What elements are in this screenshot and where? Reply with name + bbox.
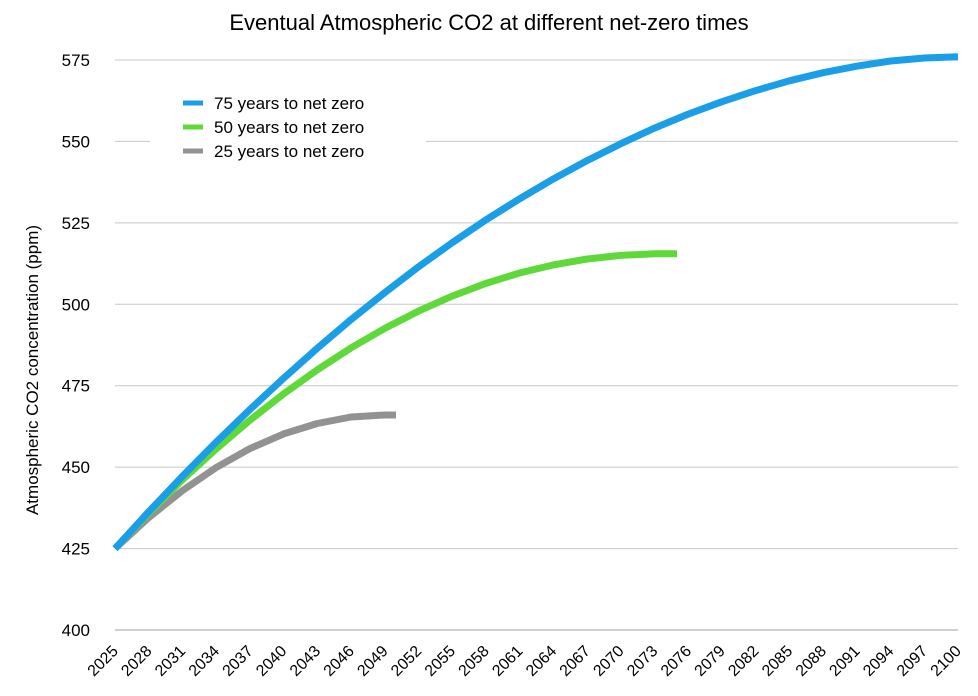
y-tick-label: 500	[62, 295, 90, 314]
y-tick-label: 450	[62, 458, 90, 477]
x-tick-label: 2046	[321, 643, 358, 680]
y-tick-label: 575	[62, 51, 90, 70]
y-tick-label: 550	[62, 132, 90, 151]
x-tick-label: 2031	[152, 643, 189, 680]
x-tick-label: 2028	[118, 643, 155, 680]
x-tick-label: 2049	[354, 643, 391, 680]
y-axis-label: Atmospheric CO2 concentration (ppm)	[23, 224, 42, 516]
x-tick-label: 2082	[725, 643, 762, 680]
x-tick-label: 2037	[220, 643, 257, 680]
x-tick-label: 2079	[692, 643, 729, 680]
y-tick-label: 400	[62, 621, 90, 640]
x-tick-label: 2097	[894, 643, 931, 680]
series-line-50-years	[112, 250, 677, 552]
x-tick-label: 2064	[523, 643, 560, 680]
x-tick-label: 2085	[759, 643, 796, 680]
x-tick-label: 2034	[186, 643, 223, 680]
chart-title: Eventual Atmospheric CO2 at different ne…	[229, 10, 749, 35]
series-line-75-years	[112, 53, 959, 551]
x-tick-label: 2076	[658, 643, 695, 680]
x-tick-label: 2070	[590, 643, 627, 680]
x-tick-label: 2088	[793, 643, 830, 680]
x-tick-label: 2061	[489, 643, 526, 680]
y-tick-labels: 400 425 450 475 500 525 550 575	[62, 51, 90, 640]
x-tick-label: 2025	[85, 643, 122, 680]
x-tick-label: 2052	[388, 643, 425, 680]
series-line-25-years	[112, 411, 396, 552]
legend-label: 75 years to net zero	[214, 94, 364, 113]
legend: 75 years to net zero 50 years to net zero…	[150, 86, 426, 170]
y-tick-label: 525	[62, 214, 90, 233]
x-tick-label: 2043	[287, 643, 324, 680]
x-tick-label: 2055	[422, 643, 459, 680]
legend-label: 50 years to net zero	[214, 118, 364, 137]
y-tick-label: 425	[62, 540, 90, 559]
x-tick-label: 2094	[860, 643, 897, 680]
series-lines	[112, 53, 959, 552]
x-tick-label: 2073	[624, 643, 661, 680]
x-tick-label: 2100	[928, 643, 965, 680]
x-tick-label: 2058	[456, 643, 493, 680]
x-tick-labels: 2025202820312034203720402043204620492052…	[85, 643, 965, 680]
x-tick-label: 2067	[557, 643, 594, 680]
x-tick-label: 2040	[253, 643, 290, 680]
y-tick-label: 475	[62, 377, 90, 396]
legend-label: 25 years to net zero	[214, 142, 364, 161]
x-tick-label: 2091	[826, 643, 863, 680]
